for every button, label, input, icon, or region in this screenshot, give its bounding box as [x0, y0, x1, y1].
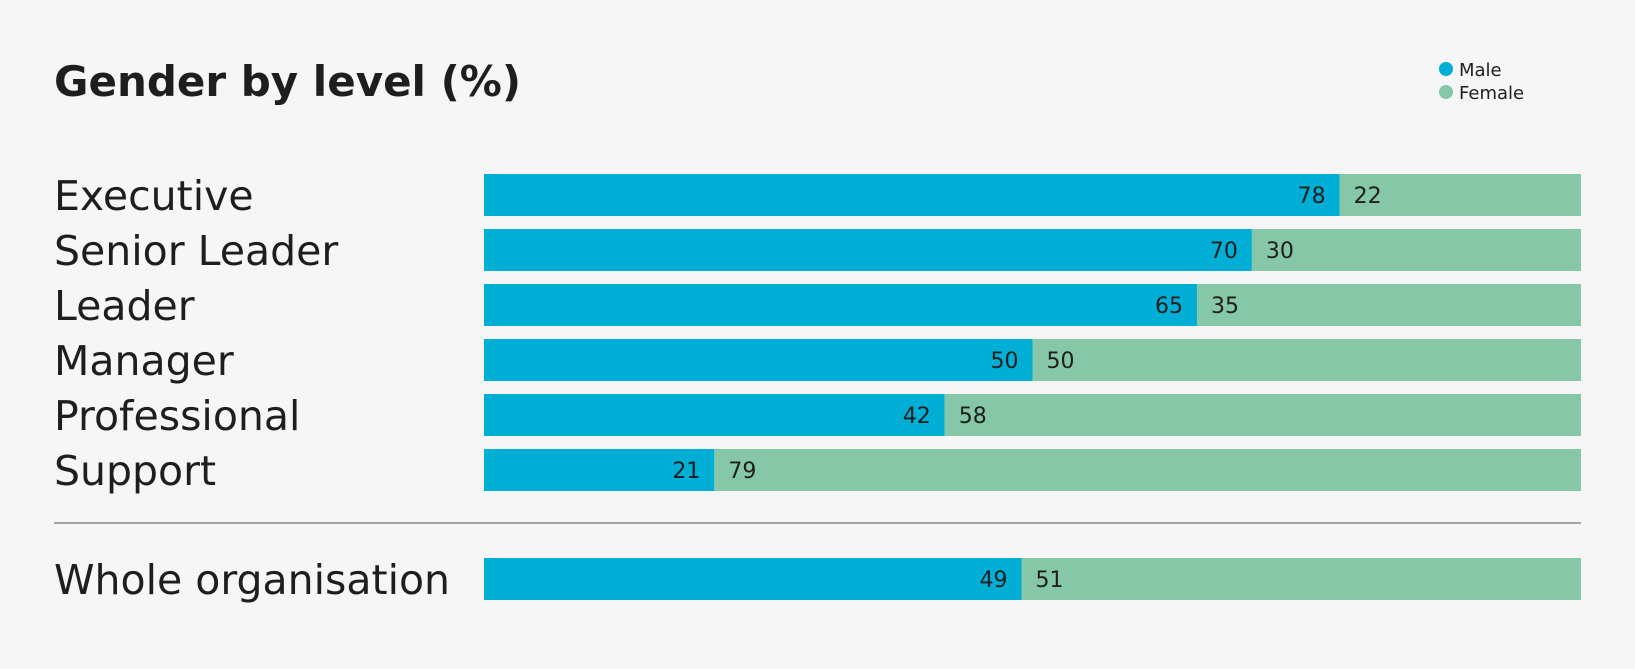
bar-female-whole-organisation	[1021, 558, 1581, 600]
legend-swatch-male	[1439, 62, 1453, 76]
legend: Male Female	[1439, 60, 1524, 104]
bar-female-manager	[1032, 339, 1581, 381]
value-label-male-executive: 78	[1298, 184, 1326, 209]
bar-male-senior-leader	[484, 229, 1252, 271]
category-label-manager: Manager	[54, 337, 234, 385]
value-label-male-manager: 50	[991, 349, 1019, 374]
value-label-male-leader: 65	[1155, 294, 1183, 319]
bar-male-whole-organisation	[484, 558, 1022, 600]
value-label-female-executive: 22	[1354, 184, 1382, 209]
value-label-female-leader: 35	[1211, 294, 1239, 319]
bar-male-support	[484, 449, 715, 491]
category-label-support: Support	[54, 447, 216, 495]
legend-label-male: Male	[1459, 60, 1502, 81]
value-label-female-whole-organisation: 51	[1036, 568, 1064, 593]
value-label-male-professional: 42	[903, 404, 931, 429]
category-label-leader: Leader	[54, 282, 195, 330]
bar-male-executive	[484, 174, 1340, 216]
value-label-male-support: 21	[672, 459, 700, 484]
bar-female-leader	[1197, 284, 1581, 326]
value-label-female-manager: 50	[1047, 349, 1075, 374]
legend-swatch-female	[1439, 85, 1453, 99]
chart-title: Gender by level (%)	[54, 57, 521, 106]
value-label-female-support: 79	[728, 459, 756, 484]
category-label-whole-organisation: Whole organisation	[54, 556, 450, 604]
value-label-male-senior-leader: 70	[1210, 239, 1238, 264]
value-label-female-senior-leader: 30	[1266, 239, 1294, 264]
bar-female-executive	[1339, 174, 1581, 216]
legend-label-female: Female	[1459, 83, 1524, 104]
bar-male-manager	[484, 339, 1033, 381]
bar-female-professional	[944, 394, 1581, 436]
bar-female-support	[714, 449, 1581, 491]
bar-female-senior-leader	[1251, 229, 1581, 271]
category-label-senior-leader: Senior Leader	[54, 227, 338, 275]
value-label-male-whole-organisation: 49	[980, 568, 1008, 593]
bars: Executive 78 22 Senior Leader 70 30 Leader 65 35…	[54, 172, 1581, 604]
bar-male-professional	[484, 394, 945, 436]
bar-male-leader	[484, 284, 1198, 326]
category-label-professional: Professional	[54, 392, 300, 440]
value-label-female-professional: 58	[959, 404, 987, 429]
category-label-executive: Executive	[54, 172, 254, 220]
